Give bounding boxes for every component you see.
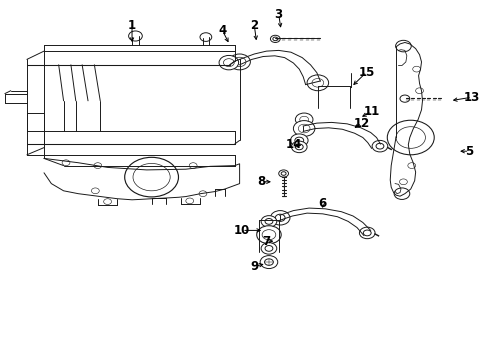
Circle shape <box>270 211 289 225</box>
Circle shape <box>223 59 234 67</box>
Circle shape <box>94 163 102 168</box>
Circle shape <box>278 170 288 177</box>
Circle shape <box>91 188 99 194</box>
Circle shape <box>393 188 409 199</box>
Circle shape <box>261 216 276 227</box>
Text: 7: 7 <box>262 235 270 248</box>
Circle shape <box>295 113 312 126</box>
Circle shape <box>412 66 420 72</box>
Text: 13: 13 <box>463 91 479 104</box>
Circle shape <box>306 75 328 91</box>
Text: 10: 10 <box>233 224 250 237</box>
Circle shape <box>262 230 275 240</box>
Circle shape <box>371 140 387 152</box>
Circle shape <box>185 198 193 204</box>
Circle shape <box>386 120 433 155</box>
Text: 9: 9 <box>250 260 258 273</box>
Text: 6: 6 <box>318 197 326 210</box>
Circle shape <box>189 163 197 168</box>
Text: 11: 11 <box>363 105 379 118</box>
Text: 1: 1 <box>128 19 136 32</box>
Circle shape <box>395 40 410 52</box>
Circle shape <box>261 243 276 254</box>
Circle shape <box>399 179 407 185</box>
Circle shape <box>293 121 314 136</box>
Circle shape <box>299 116 308 123</box>
Circle shape <box>228 54 250 70</box>
Text: 3: 3 <box>274 8 282 21</box>
Circle shape <box>359 227 374 239</box>
Text: 12: 12 <box>353 117 369 130</box>
Circle shape <box>395 127 425 148</box>
Text: 2: 2 <box>250 19 258 32</box>
Circle shape <box>124 157 178 197</box>
Circle shape <box>290 134 307 147</box>
Text: 4: 4 <box>218 24 226 37</box>
Text: 14: 14 <box>285 138 301 151</box>
Circle shape <box>415 88 423 94</box>
Circle shape <box>62 160 70 166</box>
Circle shape <box>260 256 277 269</box>
Circle shape <box>399 95 409 102</box>
Text: 5: 5 <box>465 145 472 158</box>
Circle shape <box>298 124 309 133</box>
Circle shape <box>270 35 280 42</box>
Text: 15: 15 <box>358 66 374 78</box>
Circle shape <box>291 141 306 153</box>
Circle shape <box>311 78 323 87</box>
Circle shape <box>407 163 415 168</box>
Circle shape <box>103 199 111 204</box>
Text: 8: 8 <box>257 175 265 188</box>
Circle shape <box>219 55 238 70</box>
Circle shape <box>233 57 245 67</box>
Circle shape <box>133 163 170 191</box>
Circle shape <box>199 191 206 197</box>
Circle shape <box>256 226 281 244</box>
